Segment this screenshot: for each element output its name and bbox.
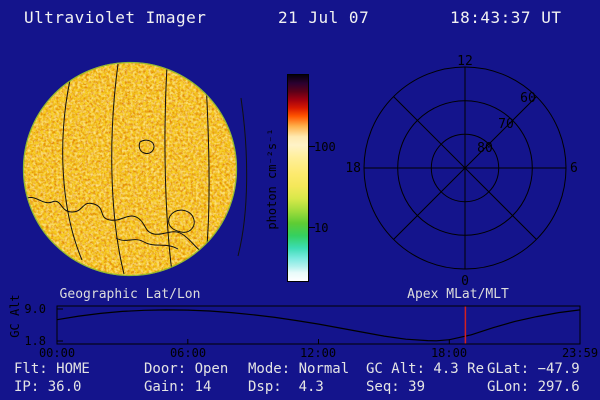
coastline-contours [23, 139, 207, 255]
gc-alt-axis-label: GC Alt [8, 294, 22, 338]
gc-alt-ytick-top: 9.0 [24, 302, 46, 316]
status-glat: GLat: −47.9 [487, 361, 580, 377]
gc-alt-curve [56, 309, 581, 342]
meridian-outside-disk [237, 97, 248, 257]
colorbar-tick-mark-10 [309, 227, 315, 228]
status-flt: Flt: HOME [14, 361, 90, 377]
app-title: Ultraviolet Imager [24, 8, 207, 27]
mlt-label-0: 0 [461, 274, 469, 289]
mlat-label-60: 60 [520, 91, 536, 106]
timeline-ticks [56, 308, 581, 344]
colorbar-tick-label-10: 10 [314, 221, 329, 235]
polar-grid [363, 66, 567, 270]
date-display: 21 Jul 07 [278, 8, 370, 27]
time-tick-1200: 12:00 [299, 346, 337, 360]
geo-meridian-lines [62, 63, 210, 275]
status-glon: GLon: 297.6 [487, 379, 580, 395]
status-mode: Mode: Normal [248, 361, 350, 377]
mlt-label-12: 12 [457, 55, 473, 69]
status-gain: Gain: 14 [144, 379, 212, 395]
gc-alt-timeline [56, 305, 581, 345]
uv-disk-texture [23, 62, 237, 276]
time-tick-0600: 06:00 [169, 346, 207, 360]
time-display: 18:43:37 UT [450, 8, 562, 27]
time-tick-2359: 23:59 [561, 346, 599, 360]
polar-mlt-plot: 12 18 6 0 60 70 80 [347, 55, 578, 289]
status-door: Door: Open [144, 361, 229, 377]
status-seq: Seq: 39 [366, 379, 426, 395]
mlt-label-6: 6 [570, 161, 578, 176]
mlat-label-80: 80 [477, 141, 493, 156]
status-ip: IP: 36.0 [14, 379, 82, 395]
disk-rim [22, 61, 238, 277]
colorbar [287, 74, 309, 282]
polar-caption: Apex MLat/MLT [407, 287, 509, 302]
status-gc-alt: GC Alt: 4.3 Re [366, 361, 485, 377]
status-dsp: Dsp: 4.3 [248, 379, 324, 395]
colorbar-unit-label: photon cm⁻²s⁻¹ [265, 128, 279, 230]
mlat-label-70: 70 [498, 117, 514, 132]
disk-caption: Geographic Lat/Lon [59, 287, 201, 302]
uv-earth-image [22, 61, 248, 277]
colorbar-tick-label-100: 100 [314, 140, 336, 154]
colorbar-tick-mark-100 [309, 146, 315, 147]
mlt-label-18: 18 [347, 161, 361, 176]
gc-alt-ytick-bottom: 1.8 [24, 334, 46, 348]
time-tick-0000: 00:00 [38, 346, 76, 360]
time-tick-1800: 18:00 [430, 346, 468, 360]
